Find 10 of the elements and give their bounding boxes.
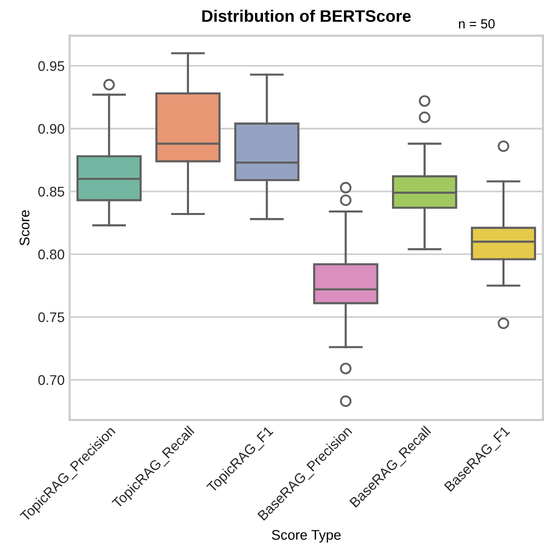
y-tick-label: 0.70 bbox=[38, 375, 64, 385]
y-tick-label: 0.90 bbox=[38, 124, 64, 134]
y-tick-label: 0.80 bbox=[38, 250, 64, 260]
y-tick-label: 0.85 bbox=[38, 186, 64, 197]
chart-title: Distribution of BERTScore bbox=[202, 10, 411, 22]
y-axis-title: Score bbox=[20, 210, 30, 246]
text: n = 50 bbox=[459, 19, 495, 28]
x-axis-title: Score Type bbox=[272, 530, 341, 543]
y-tick-label: 0.75 bbox=[38, 312, 64, 322]
y-tick-label: 0.95 bbox=[38, 61, 64, 71]
